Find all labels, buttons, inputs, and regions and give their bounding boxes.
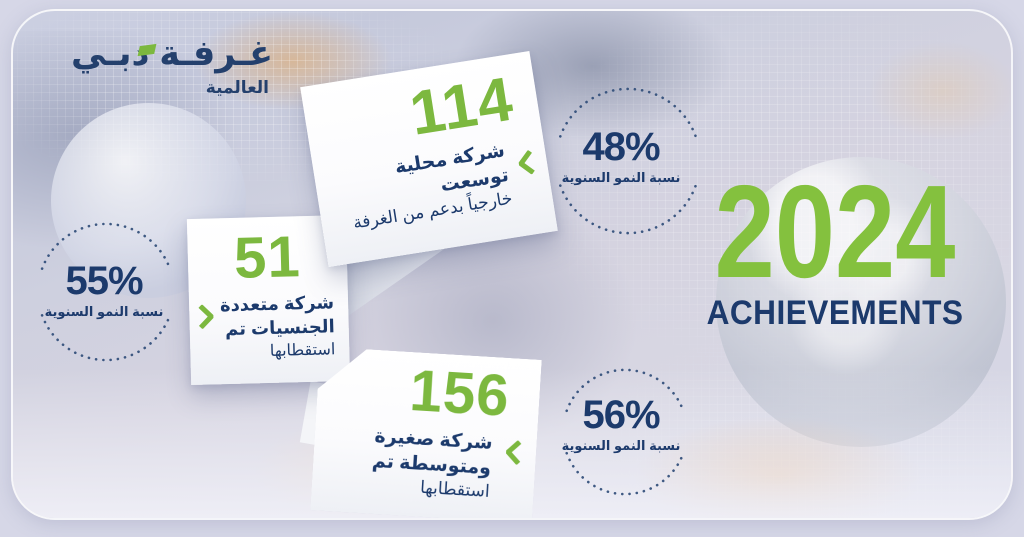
headline-year: 2024 (714, 158, 956, 305)
growth-badge-55: 55% نسبة النمو السنوية (29, 261, 179, 320)
growth-percent: 55% (65, 259, 143, 303)
stat-card-114: 114 شركة محلية توسعت خارجياً بدعم من الغ… (300, 50, 558, 268)
chevron-right-icon (198, 304, 215, 330)
headline: 2024 ACHIEVEMENTS (673, 158, 997, 333)
arc-48-top (559, 87, 697, 138)
growth-badge-48: 48% نسبة النمو السنوية (546, 127, 696, 186)
growth-percent: 56% (582, 393, 660, 437)
growth-percent: 48% (582, 125, 660, 169)
stat-card-51: 51 شركة متعددة الجنسيات تم استقطابها (186, 214, 351, 386)
arc-48-bottom (559, 184, 697, 235)
world-map-background-panel: 48% نسبة النمو السنوية 55% نسبة النمو ال… (11, 9, 1013, 520)
growth-label: نسبة النمو السنوية (561, 170, 681, 185)
arc-55-bottom (40, 314, 172, 362)
chevron-left-icon (505, 440, 521, 465)
stat-description-rest: استقطابها (269, 340, 336, 360)
logo-division-text: العالمية (205, 77, 269, 97)
arc-56-bottom (565, 451, 685, 496)
stat-description-bold: شركة متعددة الجنسيات تم (219, 292, 335, 339)
growth-label: نسبة النمو السنوية (561, 438, 681, 453)
logo-brand-text: غـرفـة دبـي (71, 34, 273, 73)
growth-label: نسبة النمو السنوية (44, 304, 164, 319)
stat-card-156: 156 شركة صغيرة ومتوسطة تم استقطابها (310, 346, 542, 520)
stat-value: 156 (407, 357, 512, 429)
headline-word: ACHIEVEMENTS (706, 294, 964, 333)
dubai-chambers-logo: غـرفـة دبـي العالمية (43, 34, 273, 98)
growth-badge-56: 56% نسبة النمو السنوية (546, 395, 696, 454)
chevron-left-icon (517, 149, 536, 176)
stat-description: شركة صغيرة ومتوسطة تم استقطابها (311, 420, 537, 506)
